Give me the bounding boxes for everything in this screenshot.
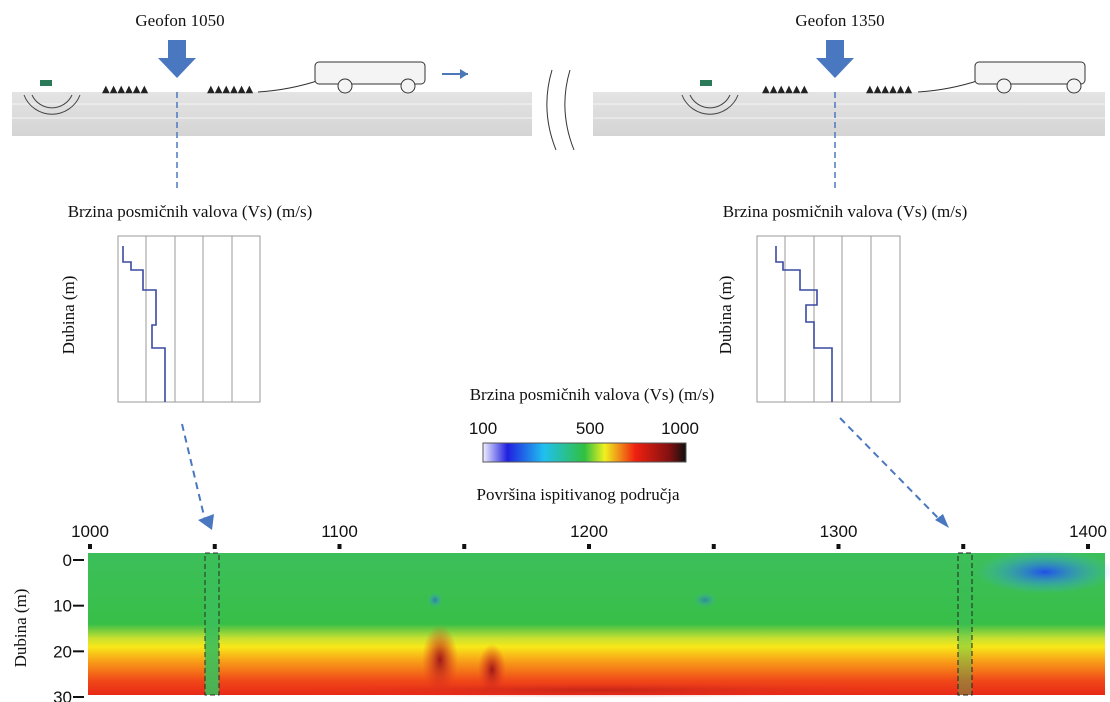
x-tick-label: 1400 <box>1069 522 1107 541</box>
svg-text:▲▲▲▲▲▲: ▲▲▲▲▲▲ <box>207 84 253 95</box>
x-tick-label: 1000 <box>71 522 109 541</box>
geophone-label: Geofon 1050 <box>135 11 224 30</box>
svg-text:▲▲▲▲▲▲: ▲▲▲▲▲▲ <box>102 84 148 95</box>
x-tick <box>836 544 841 549</box>
profile-title: Brzina posmičnih valova (Vs) (m/s) <box>68 202 313 221</box>
geophone-label: Geofon 1350 <box>795 11 884 30</box>
colorbar <box>482 442 687 463</box>
x-minor-tick <box>961 544 966 549</box>
y-tick-label: 30 <box>53 688 72 702</box>
y-tick-label: 0 <box>63 551 72 570</box>
x-minor-tick <box>462 544 467 549</box>
y-tick-label: 20 <box>53 642 72 661</box>
x-minor-tick <box>711 544 716 549</box>
svg-text:▲▲▲▲▲▲: ▲▲▲▲▲▲ <box>762 84 808 95</box>
colorbar-tick: 1000 <box>661 419 699 438</box>
x-tick-label: 1100 <box>321 522 358 541</box>
profile-chart <box>117 235 901 403</box>
x-tick <box>1086 544 1090 549</box>
x-tick <box>337 544 342 549</box>
x-tick-label: 1300 <box>820 522 858 541</box>
x-minor-tick <box>212 544 217 549</box>
x-tick <box>587 544 591 549</box>
svg-text:▲▲▲▲▲▲: ▲▲▲▲▲▲ <box>866 84 912 95</box>
survey-scene: ▲▲▲▲▲▲ ▲▲▲▲▲▲ ▲▲▲▲▲▲ ▲▲▲▲▲▲ <box>12 40 1105 530</box>
colorbar-tick: 100 <box>469 419 497 438</box>
profile-title: Brzina posmičnih valova (Vs) (m/s) <box>723 202 968 221</box>
velocity-section <box>88 550 1110 698</box>
profile-y-label: Dubina (m) <box>59 276 78 355</box>
section-y-label: Dubina (m) <box>11 589 30 668</box>
section-title: Površina ispitivanog područja <box>476 485 679 504</box>
colorbar-title: Brzina posmičnih valova (Vs) (m/s) <box>470 385 715 404</box>
profile-y-label: Dubina (m) <box>716 276 735 355</box>
x-tick-label: 1200 <box>570 522 608 541</box>
y-tick-label: 10 <box>53 597 72 616</box>
x-tick <box>88 544 92 549</box>
colorbar-tick: 500 <box>576 419 604 438</box>
